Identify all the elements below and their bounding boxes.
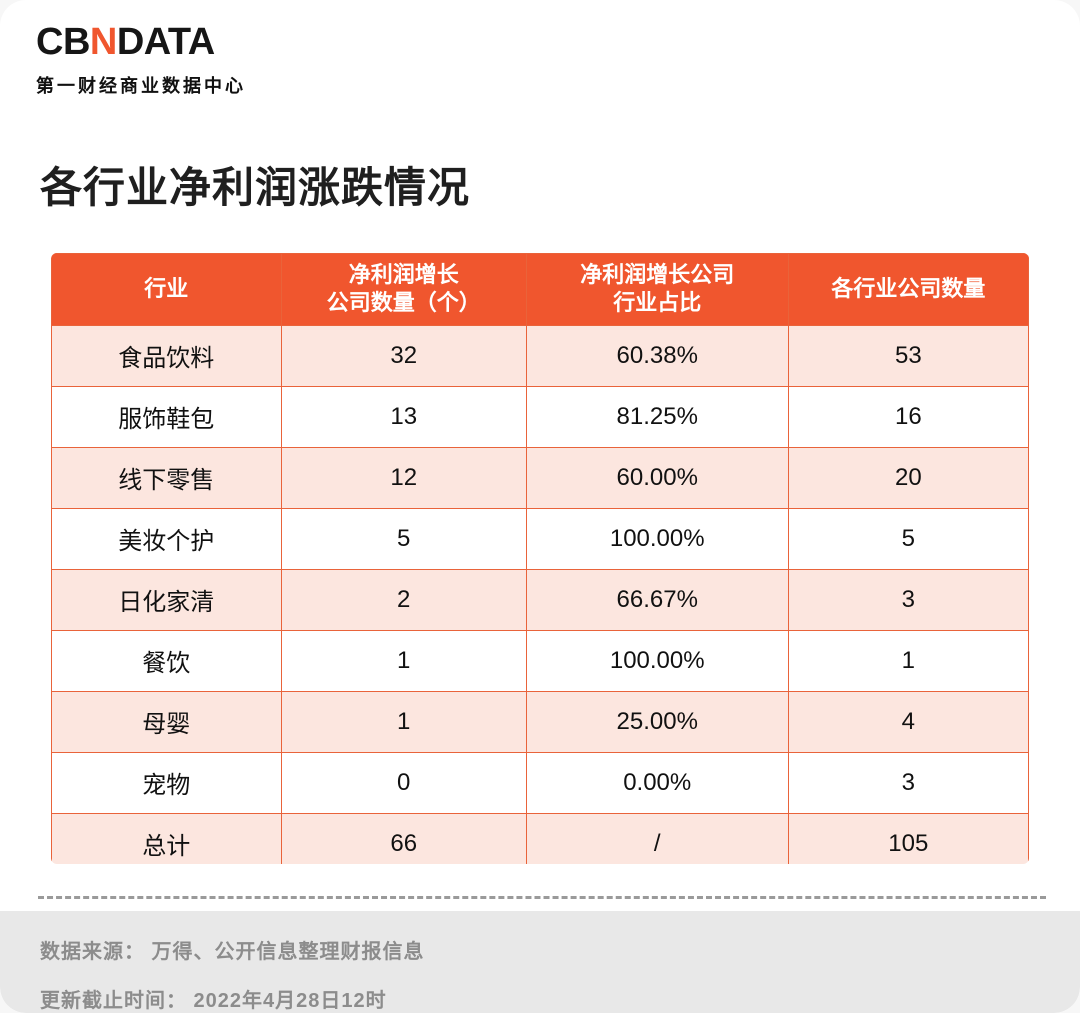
table-cell-total-count: 3 <box>787 568 1029 631</box>
table-cell-total-count: 105 <box>787 812 1029 864</box>
table-row: 食品饮料 32 60.38% 53 <box>51 324 1029 387</box>
table-cell-growth-ratio: 100.00% <box>525 629 789 692</box>
table-header-row: 行业 净利润增长 公司数量（个） 净利润增长公司 行业占比 各行业公司数量 <box>51 252 1029 326</box>
table-cell-industry: 日化家清 <box>51 568 282 631</box>
dashed-divider <box>38 896 1046 899</box>
table-cell-growth-ratio: / <box>525 812 789 864</box>
table-cell-growth-ratio: 0.00% <box>525 751 789 814</box>
industry-table-container: 行业 净利润增长 公司数量（个） 净利润增长公司 行业占比 各行业公司数量 食品… <box>51 252 1029 864</box>
table-cell-growth-count: 5 <box>280 507 527 570</box>
table-cell-total-count: 5 <box>787 507 1029 570</box>
table-cell-industry: 服饰鞋包 <box>51 385 282 448</box>
table-cell-total-count: 16 <box>787 385 1029 448</box>
brand-logo-text: CBNDATA <box>36 21 1080 64</box>
header-cell-growth-count: 净利润增长 公司数量（个） <box>280 252 527 326</box>
table-cell-industry: 线下零售 <box>51 446 282 509</box>
data-source-text: 数据来源： 万得、公开信息整理财报信息 <box>40 941 425 963</box>
table-cell-growth-count: 0 <box>280 751 527 814</box>
table-body: 食品饮料 32 60.38% 53 服饰鞋包 13 81.25% 16 线下零售… <box>51 324 1029 864</box>
brand-subtitle: 第一财经商业数据中心 <box>36 75 246 96</box>
table-cell-industry: 餐饮 <box>51 629 282 692</box>
table-cell-growth-count: 13 <box>280 385 527 448</box>
table-row: 母婴 1 25.00% 4 <box>51 690 1029 753</box>
table-cell-growth-count: 1 <box>280 629 527 692</box>
brand-data: DATA <box>116 21 215 63</box>
table-cell-growth-count: 1 <box>280 690 527 753</box>
brand-cb: CB <box>36 21 90 63</box>
table-row: 总计 66 / 105 <box>51 812 1029 864</box>
table-cell-industry: 母婴 <box>51 690 282 753</box>
table-row: 日化家清 2 66.67% 3 <box>51 568 1029 631</box>
table-cell-total-count: 4 <box>787 690 1029 753</box>
header-cell-growth-ratio: 净利润增长公司 行业占比 <box>525 252 789 326</box>
page-title: 各行业净利润涨跌情况 <box>40 163 471 211</box>
table-cell-growth-ratio: 81.25% <box>525 385 789 448</box>
table-cell-total-count: 3 <box>787 751 1029 814</box>
brand-n-accent: N <box>89 21 117 63</box>
table-row: 餐饮 1 100.00% 1 <box>51 629 1029 692</box>
table-cell-total-count: 1 <box>787 629 1029 692</box>
table-cell-industry: 食品饮料 <box>51 324 282 387</box>
table-row: 线下零售 12 60.00% 20 <box>51 446 1029 509</box>
table-row: 服饰鞋包 13 81.25% 16 <box>51 385 1029 448</box>
table-row: 宠物 0 0.00% 3 <box>51 751 1029 814</box>
table-cell-growth-ratio: 100.00% <box>525 507 789 570</box>
table-cell-growth-ratio: 66.67% <box>525 568 789 631</box>
brand-logo: CBNDATA 第一财经商业数据中心 <box>0 0 1080 98</box>
table-cell-industry: 美妆个护 <box>51 507 282 570</box>
table-cell-industry: 宠物 <box>51 751 282 814</box>
table-cell-growth-count: 2 <box>280 568 527 631</box>
industry-table: 行业 净利润增长 公司数量（个） 净利润增长公司 行业占比 各行业公司数量 食品… <box>51 252 1029 864</box>
header-cell-industry: 行业 <box>51 252 282 326</box>
footer: 数据来源： 万得、公开信息整理财报信息 更新截止时间： 2022年4月28日12… <box>0 911 1080 1013</box>
header-cell-total-count: 各行业公司数量 <box>787 252 1029 326</box>
update-time-text: 更新截止时间： 2022年4月28日12时 <box>40 990 387 1012</box>
table-cell-growth-ratio: 25.00% <box>525 690 789 753</box>
table-cell-industry: 总计 <box>51 812 282 864</box>
table-row: 美妆个护 5 100.00% 5 <box>51 507 1029 570</box>
table-cell-growth-ratio: 60.00% <box>525 446 789 509</box>
table-cell-growth-count: 66 <box>280 812 527 864</box>
table-cell-growth-count: 32 <box>280 324 527 387</box>
table-cell-total-count: 20 <box>787 446 1029 509</box>
table-cell-growth-ratio: 60.38% <box>525 324 789 387</box>
table-cell-total-count: 53 <box>787 324 1029 387</box>
table-cell-growth-count: 12 <box>280 446 527 509</box>
